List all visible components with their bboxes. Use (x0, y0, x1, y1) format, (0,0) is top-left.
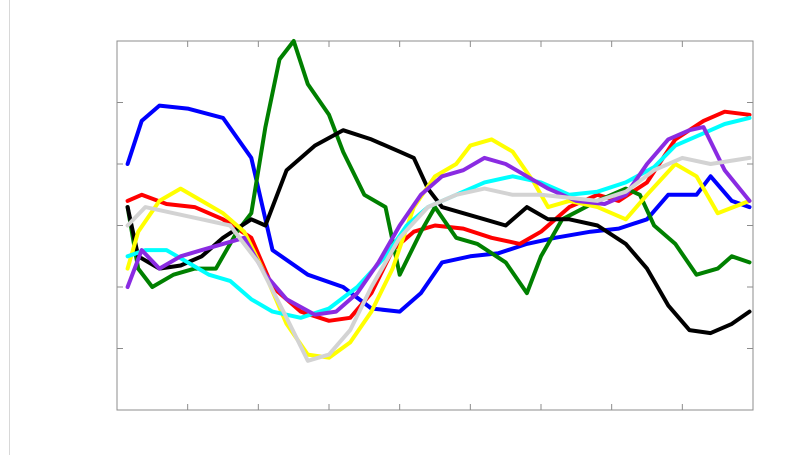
axis-ticks (117, 41, 753, 410)
series-line-3 (125, 39, 752, 296)
series-lines (125, 39, 752, 363)
left-border-line (9, 0, 10, 455)
series-line-7 (125, 125, 752, 317)
series-line-4 (125, 128, 752, 336)
series-line-8 (125, 155, 752, 363)
series-line-1 (125, 103, 752, 314)
